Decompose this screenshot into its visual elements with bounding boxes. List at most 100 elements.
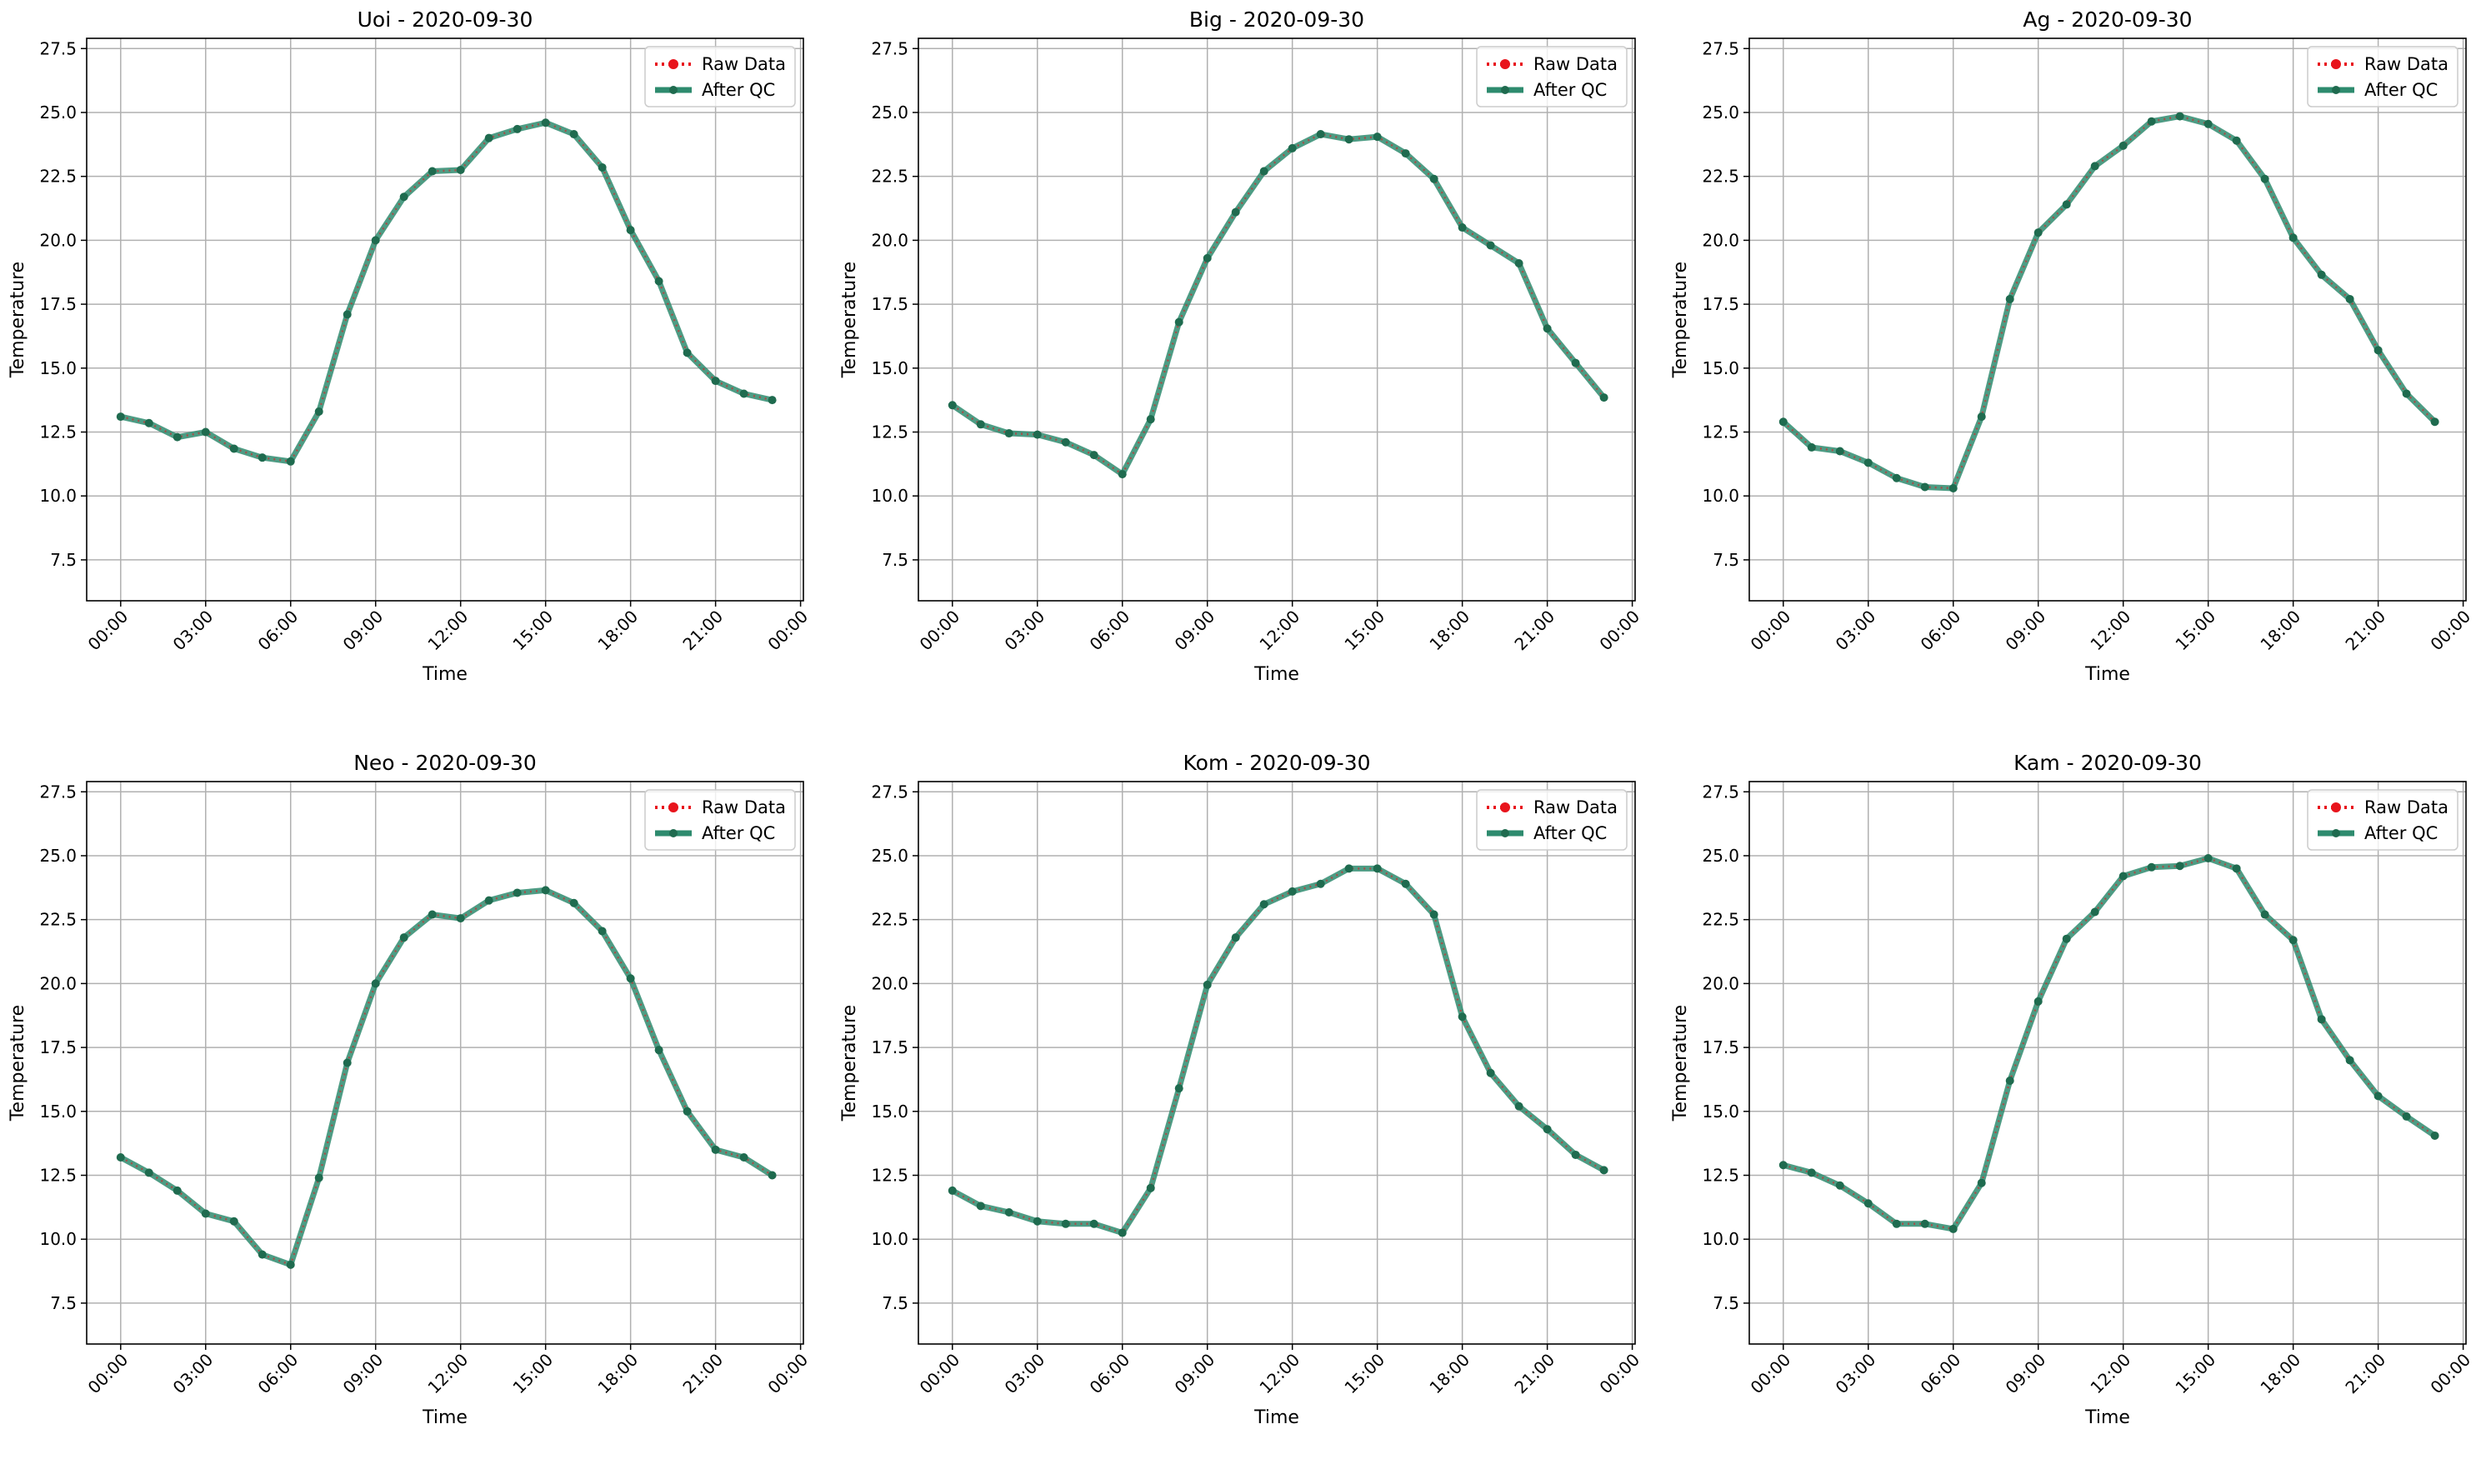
data-point-after-qc: [371, 979, 380, 988]
axes-frame: [918, 781, 1636, 1345]
y-tick-label: 15.0: [39, 1102, 77, 1122]
data-point-after-qc: [1231, 933, 1240, 942]
data-point-after-qc: [1089, 1219, 1098, 1228]
data-point-after-qc: [1892, 1219, 1901, 1228]
y-tick-label: 25.0: [1702, 102, 1739, 122]
x-tick-label: 21:00: [2341, 1350, 2389, 1398]
legend-raw-marker: [668, 59, 678, 69]
x-tick-label: 00:00: [1595, 1350, 1643, 1398]
y-tick-label: 25.0: [1702, 846, 1739, 866]
y-tick-label: 12.5: [1702, 422, 1739, 442]
x-tick-label: 00:00: [84, 607, 133, 655]
x-tick-label: 18:00: [2256, 607, 2304, 655]
subplot-5: 7.5 10.0 12.5 15.0 17.5 20.0 22.5 25.0 27.5 00:00…: [839, 751, 1643, 1428]
data-point-after-qc: [144, 1168, 153, 1177]
data-point-after-qc: [1429, 174, 1438, 183]
data-point-after-qc: [1514, 1102, 1523, 1111]
x-tick-label: 06:00: [1917, 1350, 1965, 1398]
x-tick-label: 09:00: [339, 1350, 388, 1398]
data-point-after-qc: [976, 1202, 985, 1211]
x-tick-label: 00:00: [763, 1350, 812, 1398]
data-point-after-qc: [1061, 437, 1070, 447]
data-point-after-qc: [1344, 135, 1353, 144]
data-point-after-qc: [2317, 1015, 2326, 1024]
x-tick-label: 03:00: [169, 1350, 218, 1398]
data-point-after-qc: [1599, 1166, 1608, 1175]
x-tick-label: 00:00: [1595, 607, 1643, 655]
y-tick-label: 7.5: [50, 1293, 77, 1313]
data-point-after-qc: [948, 401, 957, 410]
y-tick-label: 22.5: [871, 167, 908, 187]
data-point-after-qc: [2232, 864, 2241, 873]
y-tick-label: 15.0: [1702, 1102, 1739, 1122]
x-axis-label: Time: [2084, 1407, 2130, 1428]
data-point-after-qc: [1231, 207, 1240, 217]
data-point-after-qc: [1892, 473, 1901, 482]
data-point-after-qc: [1118, 1228, 1127, 1237]
data-point-after-qc: [569, 898, 578, 907]
y-tick-label: 22.5: [39, 910, 77, 930]
chart-title: Big - 2020-09-30: [1189, 7, 1364, 32]
data-point-after-qc: [739, 1153, 748, 1162]
legend-raw-marker: [668, 802, 678, 812]
data-point-after-qc: [116, 412, 125, 422]
data-point-after-qc: [1835, 1181, 1844, 1190]
x-tick-label: 18:00: [2256, 1350, 2304, 1398]
data-point-after-qc: [1004, 429, 1013, 438]
y-axis-label: Temperature: [1670, 1005, 1691, 1122]
data-point-after-qc: [1599, 393, 1608, 402]
x-tick-label: 21:00: [1510, 607, 1558, 655]
x-tick-label: 18:00: [1425, 1350, 1473, 1398]
data-point-after-qc: [144, 418, 153, 427]
y-tick-label: 20.0: [39, 230, 77, 250]
data-point-after-qc: [2033, 997, 2043, 1006]
data-point-after-qc: [1835, 447, 1844, 456]
data-point-after-qc: [1146, 1183, 1155, 1192]
data-point-after-qc: [711, 377, 720, 386]
data-point-after-qc: [201, 427, 210, 437]
data-point-after-qc: [1316, 879, 1325, 888]
series-after-qc-line: [1782, 855, 2437, 1232]
y-tick-label: 12.5: [871, 1166, 908, 1186]
data-point-after-qc: [626, 974, 635, 983]
legend: Raw Data After QC: [644, 46, 796, 107]
data-point-after-qc: [711, 1145, 720, 1154]
series-raw-data-line: [952, 867, 1605, 1235]
data-point-after-qc: [173, 1186, 182, 1195]
data-point-after-qc: [2005, 1076, 2014, 1085]
data-point-after-qc: [229, 444, 238, 453]
x-tick-label: 06:00: [1086, 607, 1134, 655]
x-tick-label: 09:00: [1171, 607, 1219, 655]
x-tick-label: 06:00: [254, 607, 303, 655]
y-tick-label: 12.5: [1702, 1166, 1739, 1186]
legend-qc-marker: [1501, 829, 1509, 837]
y-tick-label: 20.0: [1702, 230, 1739, 250]
x-tick-label: 03:00: [1001, 1350, 1049, 1398]
legend: Raw Data After QC: [1476, 789, 1628, 851]
data-point-after-qc: [286, 1260, 295, 1269]
y-tick-label: 27.5: [39, 38, 77, 58]
data-point-after-qc: [768, 396, 777, 405]
x-tick-label: 09:00: [2002, 607, 2050, 655]
legend-qc-label: After QC: [2364, 80, 2438, 100]
data-point-after-qc: [258, 453, 267, 462]
series-raw-data-line: [1782, 115, 2436, 490]
subplot-4: 7.5 10.0 12.5 15.0 17.5 20.0 22.5 25.0 27.5 00:00…: [8, 751, 812, 1428]
legend-qc-label: After QC: [702, 80, 775, 100]
axes-frame: [918, 37, 1636, 602]
legend-raw-marker: [1500, 59, 1510, 69]
x-tick-label: 12:00: [1256, 607, 1304, 655]
y-tick-label: 22.5: [1702, 910, 1739, 930]
y-tick-label: 27.5: [871, 38, 908, 58]
data-point-after-qc: [116, 1153, 125, 1162]
data-point-after-qc: [2090, 907, 2099, 917]
y-tick-label: 17.5: [1702, 1037, 1739, 1057]
data-point-after-qc: [286, 457, 295, 466]
legend: Raw Data After QC: [2307, 46, 2458, 107]
x-tick-label: 00:00: [2426, 607, 2474, 655]
data-point-after-qc: [1807, 442, 1816, 452]
x-axis-label: Time: [1253, 1407, 1299, 1428]
chart-title: Ag - 2020-09-30: [2023, 7, 2192, 32]
data-point-after-qc: [1174, 317, 1183, 327]
y-axis-label: Temperature: [8, 262, 28, 378]
